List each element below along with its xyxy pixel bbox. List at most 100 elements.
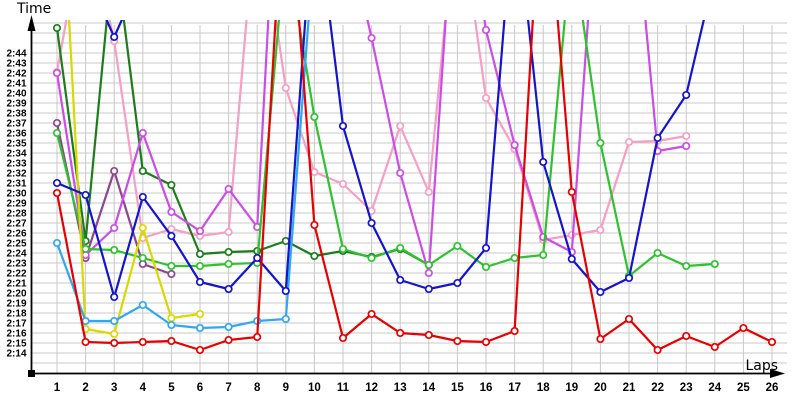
data-point-magenta (138, 128, 147, 138)
data-point-green-dark (310, 251, 319, 261)
data-point-green-bright (110, 245, 119, 255)
data-point-blue (396, 275, 405, 285)
x-tick-label: 22 (651, 382, 664, 394)
data-point-blue (567, 254, 576, 264)
data-point-green-dark (224, 247, 233, 257)
data-point-cyan (281, 314, 290, 324)
y-tick-label: 2:24 (6, 249, 26, 260)
data-point-pink (281, 83, 290, 93)
y-tick-label: 2:25 (6, 239, 26, 250)
data-point-blue (52, 178, 62, 188)
y-tick-label: 2:20 (6, 289, 26, 300)
data-point-red (767, 337, 777, 347)
data-point-magenta (510, 140, 519, 150)
data-point-green-dark (195, 249, 205, 259)
data-point-purple (110, 166, 119, 176)
y-tick-label: 2:35 (6, 139, 26, 150)
data-point-green-dark (281, 236, 290, 246)
y-tick-label: 2:36 (6, 129, 26, 140)
data-point-red (481, 337, 491, 347)
data-point-green-bright (310, 112, 319, 122)
data-point-green-bright (338, 244, 348, 254)
data-point-green-bright (52, 128, 62, 138)
data-point-yellow (110, 329, 119, 339)
data-point-blue (453, 278, 462, 288)
data-point-red (682, 331, 691, 341)
data-point-yellow (138, 223, 147, 233)
x-tick-label: 23 (680, 382, 693, 394)
data-point-pink (424, 187, 433, 197)
y-tick-label: 2:38 (6, 109, 26, 120)
data-point-cyan (224, 322, 233, 332)
data-point-red (624, 314, 634, 324)
x-tick-label: 21 (623, 382, 636, 394)
y-tick-label: 2:32 (6, 169, 26, 180)
y-tick-label: 2:18 (6, 309, 26, 320)
data-point-blue (195, 277, 205, 287)
y-tick-label: 2:40 (6, 89, 26, 100)
x-tick-label: 8 (254, 382, 261, 394)
data-point-green-bright (710, 259, 719, 269)
data-point-blue (138, 192, 147, 202)
data-point-blue (281, 286, 290, 296)
data-point-red (253, 332, 262, 342)
data-point-pink (224, 227, 233, 237)
data-point-cyan (195, 323, 205, 333)
data-point-magenta (424, 268, 433, 278)
data-point-cyan (52, 238, 62, 248)
data-point-purple (52, 118, 62, 128)
y-tick-label: 2:34 (6, 149, 26, 160)
data-point-purple (167, 269, 176, 279)
x-tick-label: 3 (111, 382, 117, 394)
data-point-green-bright (195, 261, 205, 271)
data-point-blue (682, 90, 691, 100)
data-point-cyan (110, 316, 119, 326)
data-point-red (224, 335, 233, 345)
data-point-blue (653, 133, 662, 143)
data-point-blue (424, 284, 433, 294)
data-point-blue (81, 190, 90, 200)
x-tick-label: 15 (451, 382, 464, 394)
data-point-blue (539, 157, 548, 167)
data-point-magenta (224, 184, 233, 194)
data-point-blue (367, 218, 376, 228)
data-point-magenta (481, 25, 491, 35)
x-tick-label: 9 (283, 382, 289, 394)
data-point-yellow (167, 313, 176, 323)
y-tick-label: 2:21 (6, 279, 26, 290)
data-point-magenta (682, 141, 691, 151)
x-tick-label: 20 (594, 382, 607, 394)
data-point-red (396, 328, 405, 338)
data-point-red (310, 220, 319, 230)
data-point-red (110, 338, 119, 348)
y-tick-label: 2:43 (6, 59, 26, 70)
data-point-green-bright (481, 262, 491, 272)
data-point-blue-2 (110, 32, 119, 42)
series-blue-2 (105, 20, 124, 42)
x-tick-label: 11 (337, 382, 350, 394)
x-axis-title: Laps (745, 358, 778, 374)
data-point-red (167, 336, 176, 346)
x-tick-label: 24 (708, 382, 721, 394)
data-point-blue (338, 121, 348, 131)
x-tick-label: 19 (565, 382, 578, 394)
data-point-yellow (195, 309, 205, 319)
data-point-green-bright (596, 138, 605, 148)
data-point-red (567, 187, 576, 197)
x-tick-labels: 1 2 3 4 5 6 7 8 9 10 11 12 13 14 15 16 17 18 19 20 21 22 23 24 2… (54, 382, 779, 394)
y-tick-label: 2:19 (6, 299, 26, 310)
data-point-magenta (195, 226, 205, 236)
data-point-pink (682, 131, 691, 141)
y-tick-label: 2:41 (6, 79, 26, 90)
data-point-green-bright (367, 253, 376, 263)
data-point-green-bright (682, 261, 691, 271)
x-tick-label: 10 (308, 382, 321, 394)
data-point-red (739, 323, 748, 333)
data-point-blue (167, 231, 176, 241)
y-axis-title: Time (17, 1, 52, 17)
data-point-blue (624, 273, 634, 283)
y-tick-label: 2:44 (6, 49, 26, 60)
x-tick-label: 26 (766, 382, 779, 394)
data-point-red (367, 309, 376, 319)
